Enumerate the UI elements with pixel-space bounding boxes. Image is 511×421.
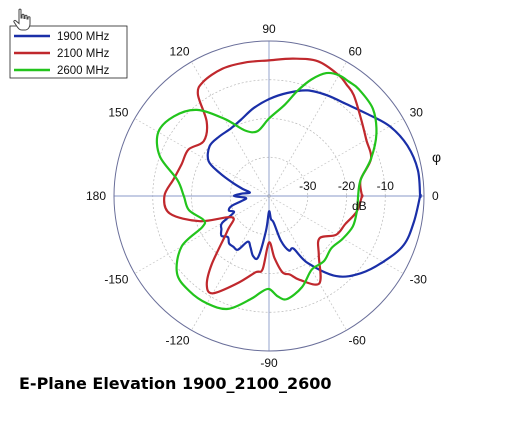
radial-tick-label: -20 — [338, 179, 356, 193]
grid-spoke — [134, 195, 270, 274]
angle-tick-label: -90 — [260, 356, 278, 370]
angle-tick-label: 30 — [410, 106, 424, 120]
radial-tick-label: -10 — [377, 179, 395, 193]
series-line-2 — [163, 57, 373, 295]
polar-chart: 0 30 60 90 120 150 180 -150 -120 -90 -60 -30 -30 -20 -… — [9, 22, 441, 370]
figure-caption: E-Plane Elevation 1900_2100_2600 — [19, 374, 332, 393]
legend-entry: 2100 MHz — [57, 48, 110, 60]
legend-entry: 2600 MHz — [57, 65, 110, 77]
angle-tick-label: 60 — [349, 44, 363, 58]
grid-spoke — [268, 61, 347, 197]
angle-tick-label: 90 — [262, 22, 276, 36]
series-layer — [155, 57, 422, 311]
series-line-3 — [155, 71, 378, 311]
polar-grid — [113, 40, 425, 352]
angle-tick-label: -120 — [165, 334, 189, 348]
tick-labels: 0 30 60 90 120 150 180 -150 -120 -90 -60 -30 -30 -20 -… — [86, 22, 439, 370]
radial-tick-label: -30 — [299, 179, 317, 193]
radial-axis-label: dB — [352, 199, 367, 213]
angle-tick-label: 150 — [108, 106, 128, 120]
angle-tick-label: 0 — [432, 189, 439, 203]
outer-ring — [113, 40, 425, 352]
angle-axis-label: φ — [432, 149, 441, 165]
grid-spoke — [268, 118, 404, 197]
angle-tick-label: -30 — [410, 273, 428, 287]
angle-tick-label: -150 — [104, 273, 128, 287]
series-line-1 — [206, 89, 422, 278]
grid-spoke — [191, 195, 270, 331]
legend-entry: 1900 MHz — [57, 31, 110, 43]
angle-tick-label: 120 — [169, 44, 189, 58]
legend: 1900 MHz 2100 MHz 2600 MHz — [9, 25, 128, 79]
angle-tick-label: -60 — [349, 334, 367, 348]
hand-pointer-icon — [13, 8, 31, 31]
grid-spoke — [134, 118, 270, 197]
angle-tick-label: 180 — [86, 189, 106, 203]
